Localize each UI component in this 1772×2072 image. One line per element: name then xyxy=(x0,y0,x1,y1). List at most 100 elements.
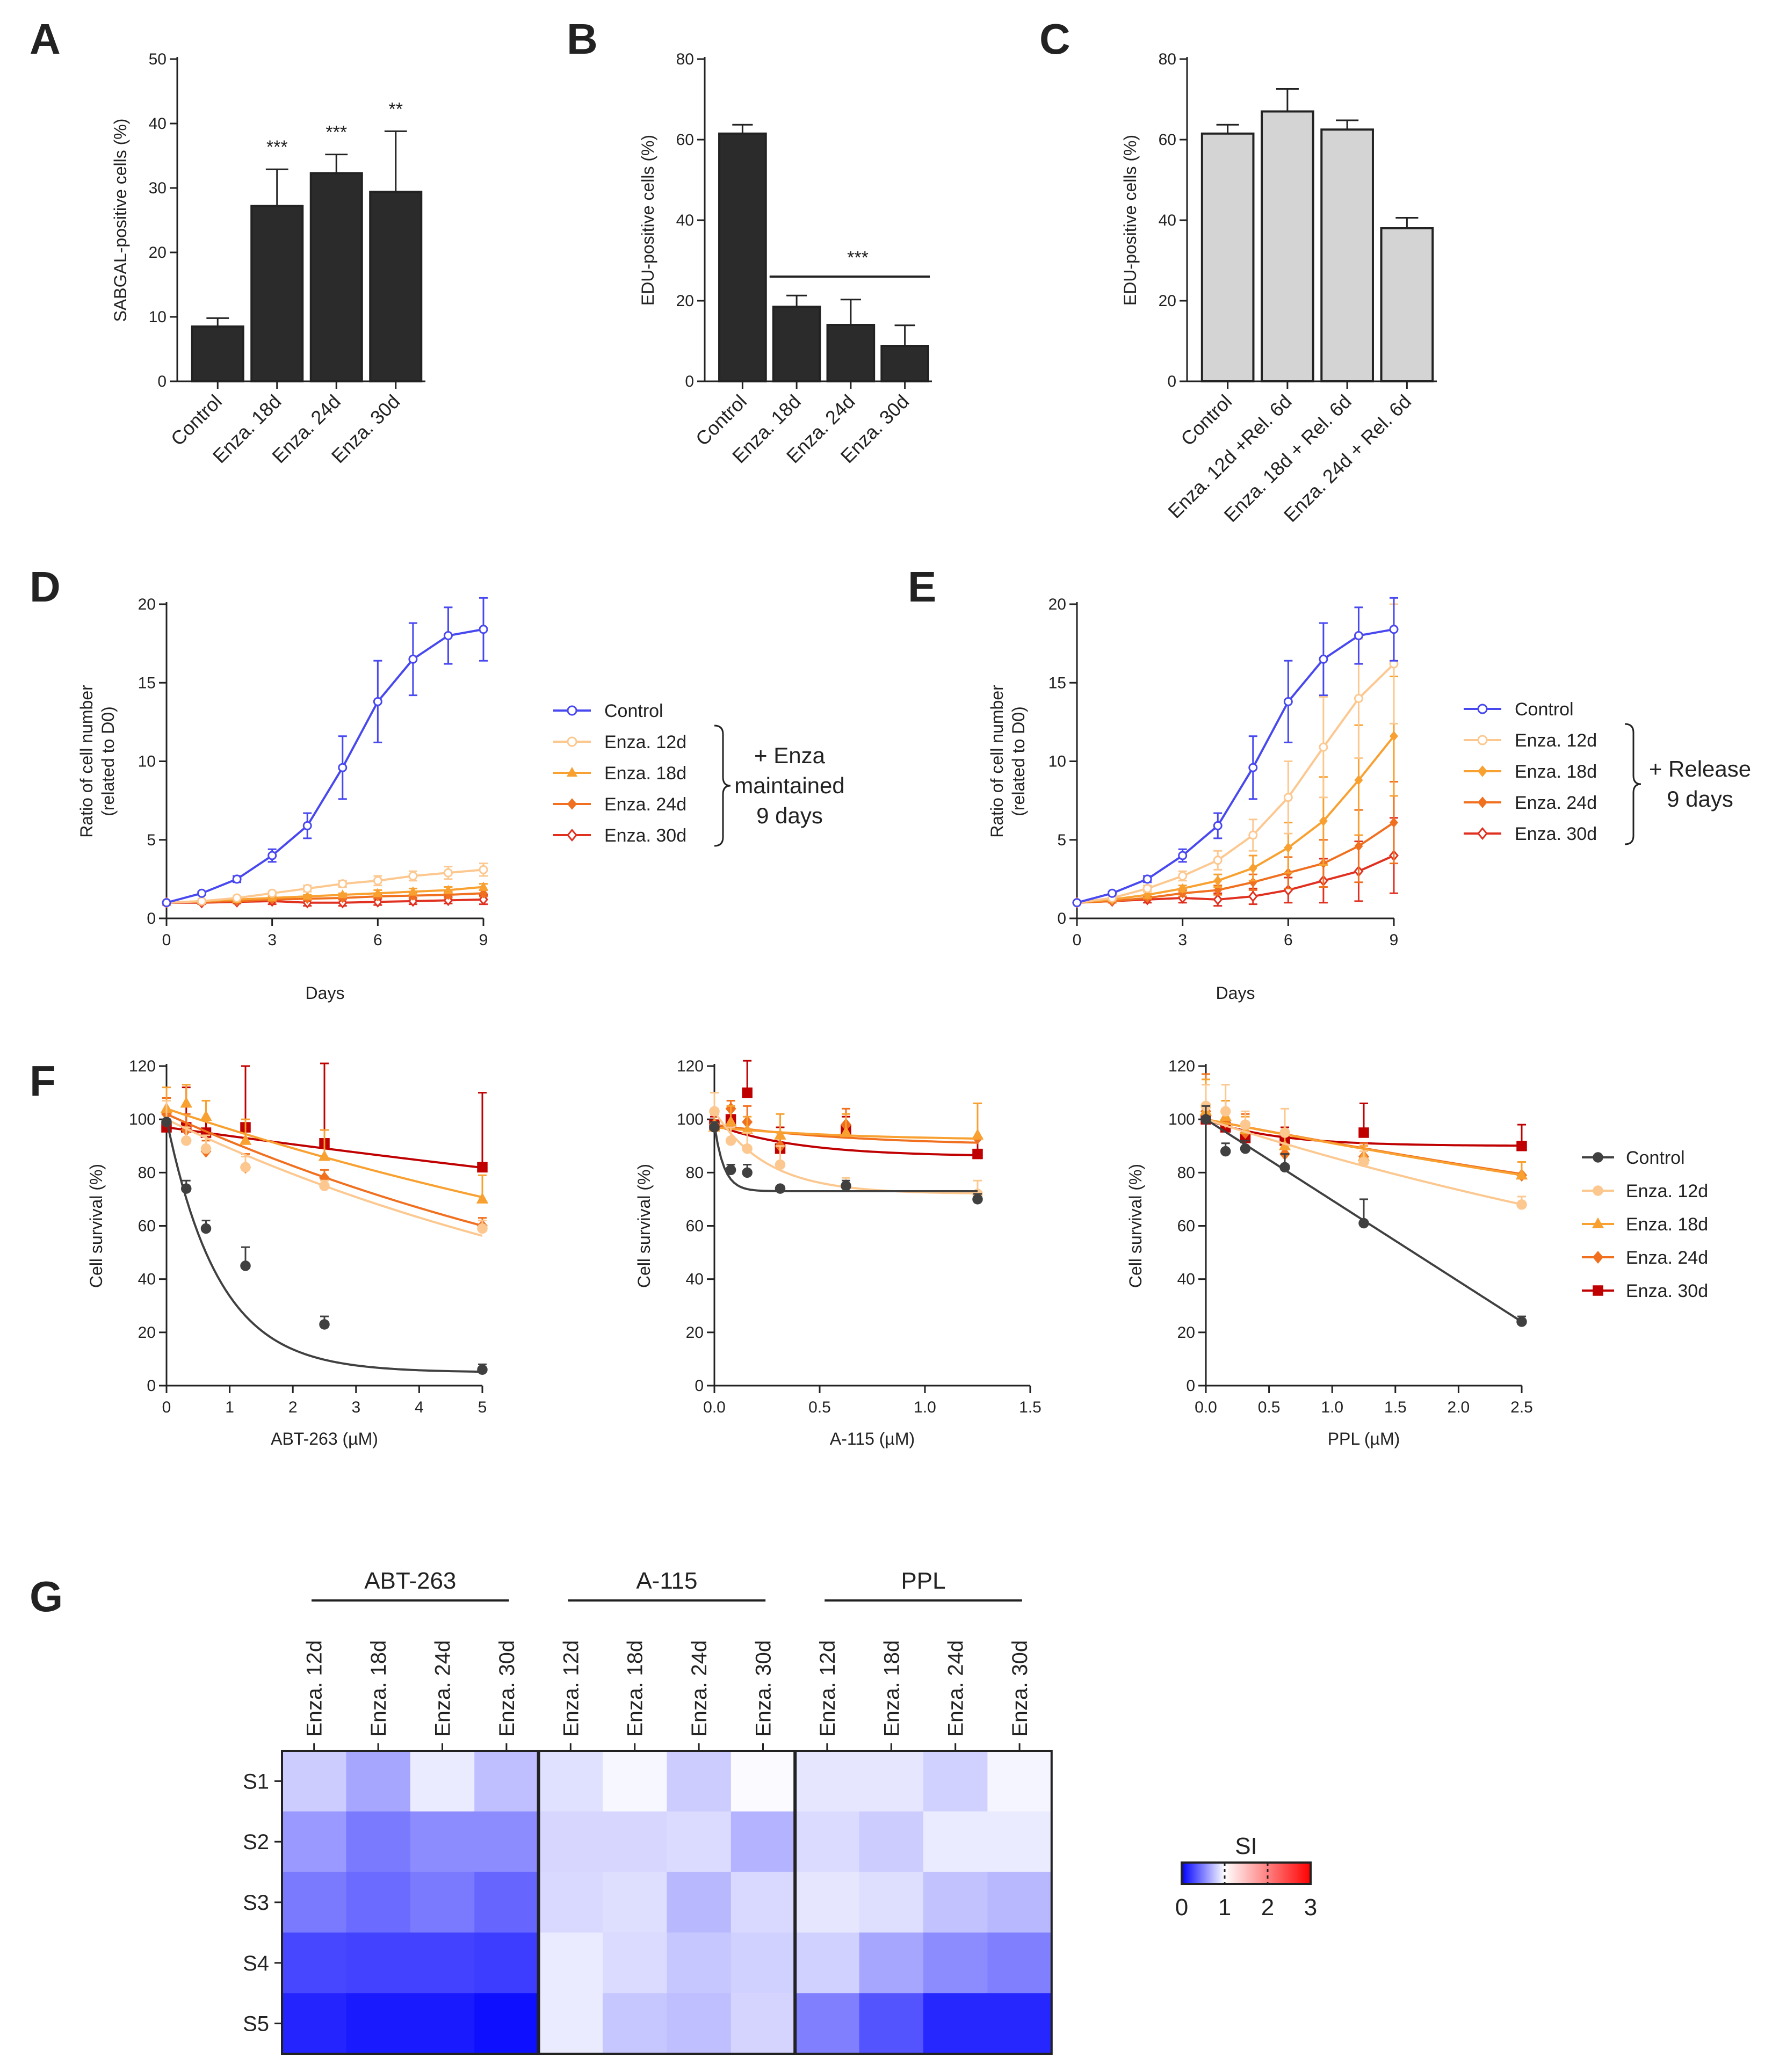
series-control xyxy=(161,1117,488,1375)
y-tick-label: 0 xyxy=(695,1377,704,1395)
y-tick-label: 80 xyxy=(138,1164,156,1182)
data-point xyxy=(1240,1119,1251,1130)
data-point xyxy=(476,1192,489,1204)
column-label: Enza. 30d xyxy=(1008,1640,1032,1737)
bar-enza-18d xyxy=(772,306,821,382)
data-point xyxy=(1279,1162,1290,1173)
heatmap-cell-s2-7 xyxy=(667,1811,732,1873)
group-header-a-115: A-115 xyxy=(636,1568,697,1594)
heatmap-cell-s3-1 xyxy=(282,1872,346,1933)
legend-label: Enza. 30d xyxy=(1515,824,1597,844)
data-point xyxy=(319,1180,330,1191)
row-label: S4 xyxy=(243,1952,269,1975)
y-tick-label: 60 xyxy=(686,1218,704,1235)
x-tick-label: 1.0 xyxy=(914,1399,936,1416)
series-enza-18d xyxy=(708,1102,984,1140)
heatmap-cell-s5-4 xyxy=(474,1993,539,2054)
legend-label: Enza. 12d xyxy=(1626,1181,1708,1201)
legend-marker xyxy=(566,766,578,777)
heatmap-cell-s2-12 xyxy=(987,1811,1052,1873)
y-tick-label: 0 xyxy=(685,373,694,390)
series-line xyxy=(1076,735,1395,904)
y-tick-label: 30 xyxy=(149,179,167,197)
y-tick-label: 20 xyxy=(138,596,156,613)
y-axis-label: SABGAL-positive cells (%) xyxy=(111,119,130,322)
y-tick-label: 0 xyxy=(147,1377,156,1395)
data-point xyxy=(742,1143,753,1154)
row-label: S5 xyxy=(243,2012,269,2036)
bar-enza-18d-rel-6d xyxy=(1320,128,1374,382)
legend-label: Control xyxy=(604,701,663,721)
row-label: S3 xyxy=(243,1891,269,1915)
data-point xyxy=(1142,874,1152,884)
data-point xyxy=(1279,1127,1290,1138)
heatmap-cell-s1-5 xyxy=(538,1751,603,1812)
legend-marker xyxy=(567,829,577,842)
x-tick-label: 3 xyxy=(267,931,277,949)
legend-marker xyxy=(1593,1152,1603,1163)
legend-marker xyxy=(1478,796,1487,808)
panel-letter-e: E xyxy=(908,563,936,611)
data-point xyxy=(232,893,242,903)
x-axis-label: A-115 (µM) xyxy=(830,1429,915,1448)
heatmap-cell-s3-2 xyxy=(346,1872,411,1933)
y-tick-label: 120 xyxy=(1168,1057,1195,1075)
bracket xyxy=(714,725,731,847)
data-point xyxy=(373,697,382,706)
y-tick-label: 20 xyxy=(149,244,167,262)
heatmap-cell-s3-7 xyxy=(667,1872,732,1933)
x-tick-label: 2.5 xyxy=(1510,1399,1533,1416)
heatmap-cell-s1-9 xyxy=(795,1751,860,1812)
colorbar-tick-label: 3 xyxy=(1304,1894,1317,1921)
heatmap-cell-s2-2 xyxy=(346,1811,411,1873)
colorbar xyxy=(1181,1861,1312,1885)
legend-label: Enza. 24d xyxy=(604,794,686,815)
x-tick-label: 1.5 xyxy=(1019,1399,1041,1416)
heatmap-cell-s5-12 xyxy=(987,1993,1052,2054)
series-control xyxy=(162,597,488,908)
data-point xyxy=(1358,1156,1369,1168)
heatmap-cell-s3-8 xyxy=(731,1872,795,1933)
heatmap-cell-s3-5 xyxy=(538,1872,603,1933)
data-point xyxy=(443,868,453,878)
data-point xyxy=(1515,1168,1528,1180)
x-tick-label: 0.0 xyxy=(1195,1399,1217,1416)
column-label: Enza. 24d xyxy=(431,1640,455,1737)
group-header-abt-263: ABT-263 xyxy=(364,1568,456,1594)
data-point xyxy=(443,631,453,640)
data-point xyxy=(1213,875,1223,886)
y-tick-label: 40 xyxy=(138,1271,156,1288)
x-tick-label: 1.0 xyxy=(1321,1399,1343,1416)
y-tick-label: 80 xyxy=(1159,50,1176,68)
heatmap-cell-s3-3 xyxy=(410,1872,475,1933)
group-header-ppl: PPL xyxy=(901,1568,945,1594)
data-point xyxy=(373,888,383,897)
legend-marker xyxy=(1477,704,1488,714)
heatmap-cell-s5-7 xyxy=(667,1993,732,2054)
data-point xyxy=(1354,841,1363,852)
x-axis-label: Days xyxy=(1216,983,1255,1003)
y-tick-label: 40 xyxy=(149,115,167,133)
data-point xyxy=(972,1194,983,1205)
heatmap-cell-s3-6 xyxy=(603,1872,667,1933)
panel-f-a115: 0 20 40 60 80 100 120 Cell survival (%) 0.0 0.5 1.… xyxy=(634,1057,1041,1448)
fit-curve xyxy=(714,1124,978,1156)
y-axis-label-line: (related to D0) xyxy=(1009,706,1028,816)
data-point xyxy=(162,898,171,908)
heatmap-cell-s1-7 xyxy=(667,1751,732,1812)
significance-mark: *** xyxy=(326,122,347,143)
heatmap-cell-s3-9 xyxy=(795,1872,860,1933)
data-point xyxy=(1390,817,1398,828)
series-line xyxy=(166,628,484,904)
data-point xyxy=(302,891,313,900)
heatmap-cell-s4-2 xyxy=(346,1932,411,1994)
data-point xyxy=(408,654,418,664)
bar-enza-18d xyxy=(250,205,304,382)
column-label: Enza. 18d xyxy=(624,1640,647,1737)
data-point xyxy=(180,1097,192,1108)
x-tick-label: 5 xyxy=(478,1399,487,1416)
legend-label: Enza. 18d xyxy=(1515,762,1597,782)
y-tick-label: 5 xyxy=(1057,831,1066,849)
panel-f-abt263: 0 20 40 60 80 100 120 Cell survival (%) 0 1 2 3 4 5 AB… xyxy=(86,1057,489,1448)
